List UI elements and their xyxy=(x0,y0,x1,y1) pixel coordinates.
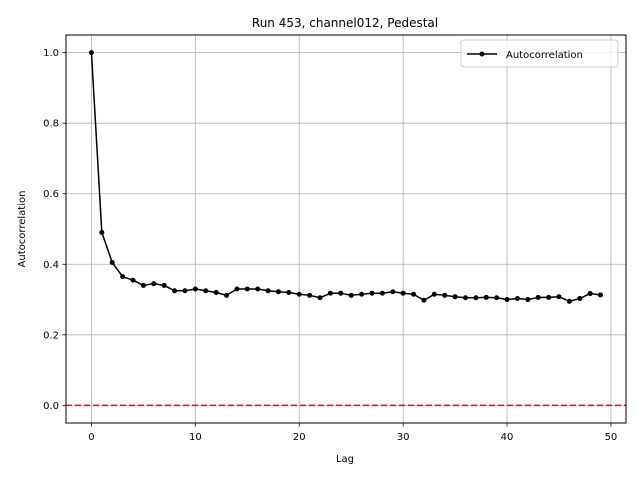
data-point xyxy=(525,297,531,303)
data-point xyxy=(161,282,167,288)
data-point xyxy=(431,291,437,297)
data-point xyxy=(99,230,105,236)
data-point xyxy=(234,286,240,292)
x-tick-label: 20 xyxy=(293,432,306,443)
data-point xyxy=(172,288,178,294)
y-tick-label: 0.2 xyxy=(43,330,59,341)
series-layer xyxy=(88,50,604,304)
data-point xyxy=(452,294,458,300)
data-point xyxy=(535,294,541,300)
data-point xyxy=(390,289,396,295)
data-point xyxy=(411,291,417,297)
data-point xyxy=(265,288,271,294)
data-point xyxy=(88,50,94,56)
data-point xyxy=(546,294,552,300)
data-point xyxy=(421,297,427,303)
data-point xyxy=(369,290,375,296)
x-tick-label: 0 xyxy=(88,432,94,443)
data-point xyxy=(379,290,385,296)
data-point xyxy=(483,294,489,300)
data-point xyxy=(348,292,354,298)
data-point xyxy=(151,281,157,287)
x-tick-label: 30 xyxy=(397,432,410,443)
data-point xyxy=(286,289,292,295)
ticks: 0 10 20 30 40 50 0.0 0.2 0.4 0.6 0.8 1.0 xyxy=(43,48,617,443)
y-tick-label: 0.0 xyxy=(43,401,59,412)
data-point xyxy=(307,292,313,298)
x-tick-label: 10 xyxy=(189,432,202,443)
y-axis-label: Autocorrelation xyxy=(17,191,28,268)
data-point xyxy=(140,282,146,288)
y-tick-label: 1.0 xyxy=(43,48,59,59)
data-point xyxy=(566,298,572,304)
legend-box xyxy=(460,39,619,68)
data-point xyxy=(587,291,593,297)
data-point xyxy=(327,290,333,296)
data-point xyxy=(462,295,468,301)
data-point xyxy=(577,295,583,301)
y-tick-label: 0.8 xyxy=(43,119,59,130)
legend: Autocorrelation xyxy=(460,39,619,68)
data-point xyxy=(192,286,198,292)
data-point xyxy=(182,288,188,294)
data-point xyxy=(338,290,344,296)
data-point xyxy=(317,295,323,301)
data-point xyxy=(255,286,261,292)
data-point xyxy=(224,292,230,298)
data-point xyxy=(203,288,209,294)
data-point xyxy=(213,289,219,295)
y-tick-label: 0.4 xyxy=(43,260,59,271)
data-point xyxy=(442,292,448,298)
x-tick-label: 40 xyxy=(501,432,514,443)
legend-label: Autocorrelation xyxy=(506,50,583,61)
data-point xyxy=(359,291,365,297)
data-point xyxy=(130,277,136,283)
chart-title: Run 453, channel012, Pedestal xyxy=(252,16,438,30)
y-tick-label: 0.6 xyxy=(43,189,59,200)
data-point xyxy=(109,260,115,266)
plot-frame xyxy=(65,34,627,424)
legend-marker-sample xyxy=(479,51,485,57)
data-point xyxy=(120,274,126,280)
data-point xyxy=(400,290,406,296)
x-axis-label: Lag xyxy=(336,454,354,465)
data-point xyxy=(598,292,604,298)
data-point xyxy=(494,295,500,301)
x-tick-label: 50 xyxy=(605,432,618,443)
data-point xyxy=(296,291,302,297)
data-point xyxy=(504,297,510,303)
data-point xyxy=(514,295,520,301)
data-point xyxy=(275,289,281,295)
data-point xyxy=(473,295,479,301)
data-point xyxy=(556,294,562,300)
data-point xyxy=(244,286,250,292)
